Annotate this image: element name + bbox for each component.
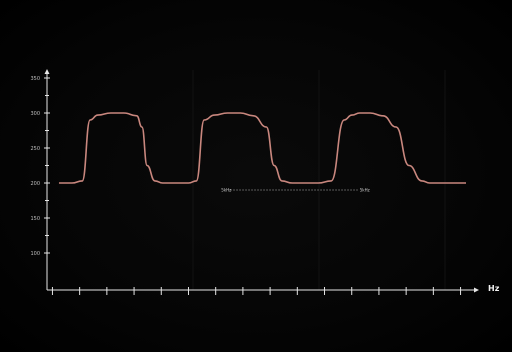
annotations: 5kHz 5kHz [221,187,369,192]
axes: 100 150 200 250 300 350 [30,69,479,295]
grid [192,70,446,290]
y-tick-label: 100 [30,251,40,257]
y-tick-label: 150 [30,216,40,222]
y-tick-label: 200 [30,181,40,187]
y-tick-label: 350 [30,76,40,82]
y-tick-label: 300 [30,111,40,117]
annotation-label: 5kHz [221,187,231,192]
x-axis-arrow [474,287,479,293]
y-tick-label: 250 [30,146,40,152]
series [58,112,466,184]
y-axis-arrow [44,69,50,74]
x-axis-label: Hz [488,284,500,293]
annotation-label: 5kHz [360,187,370,192]
series-line-0 [58,112,466,184]
